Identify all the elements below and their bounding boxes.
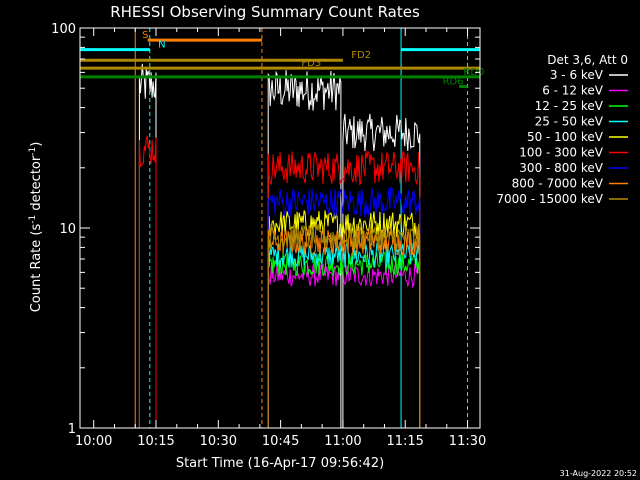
y-tick-label: 10 (59, 222, 76, 237)
series-trace-0-0 (138, 63, 157, 428)
legend-entry-label: 6 - 12 keV (542, 84, 604, 98)
y-tick-label: 100 (51, 22, 76, 37)
x-tick-label: 10:30 (200, 434, 237, 449)
x-axis-label: Start Time (16-Apr-17 09:56:42) (176, 456, 384, 471)
axes: 10:00 10:15 10:30 10:45 11:00 11:15 11:30 1 10 10… (51, 22, 486, 449)
series-trace-8-0 (267, 222, 421, 428)
flag-label-rd0: RD0 (463, 67, 484, 78)
flag-label-s: S (142, 30, 148, 41)
series-trace-1-0 (267, 263, 421, 428)
legend-entry-label: 100 - 300 keV (519, 146, 603, 160)
series-trace-5-1 (267, 150, 421, 428)
legend-title: Det 3,6, Att 0 (547, 53, 628, 67)
legend-entry-label: 3 - 6 keV (550, 68, 604, 82)
series-trace-5-0 (138, 135, 157, 428)
flag-label-rd6: RD6 (443, 76, 464, 87)
x-tick-label: 11:30 (449, 434, 486, 449)
flag-label-fd3: FD3 (301, 58, 321, 69)
x-tick-label: 11:00 (324, 434, 361, 449)
series-trace-6-0 (267, 186, 421, 428)
x-tick-label: 10:00 (75, 434, 112, 449)
timestamp: 31-Aug-2022 20:52 (560, 469, 637, 478)
flag-label-fd2: FD2 (351, 50, 371, 61)
legend-entry-label: 50 - 100 keV (527, 130, 604, 144)
legend-entry-label: 12 - 25 keV (535, 99, 604, 113)
legend-entry-label: 25 - 50 keV (535, 115, 604, 129)
flag-label-n: N (158, 40, 165, 51)
x-tick-label: 11:15 (386, 434, 423, 449)
legend-entry-label: 7000 - 15000 keV (496, 192, 603, 206)
series-trace-0-1 (267, 70, 342, 428)
series-trace-7-0 (267, 229, 421, 428)
legend-entry-label: 300 - 800 keV (519, 161, 603, 175)
x-tick-label: 10:45 (262, 434, 299, 449)
chart-title: RHESSI Observing Summary Count Rates (110, 3, 420, 21)
legend-entry-label: 800 - 7000 keV (512, 177, 604, 191)
y-tick-label: 1 (68, 422, 76, 437)
x-tick-label: 10:15 (137, 434, 174, 449)
y-axis-label: Count Rate (s-1 detector-1) (28, 142, 44, 313)
series-trace-0-2 (342, 113, 421, 428)
